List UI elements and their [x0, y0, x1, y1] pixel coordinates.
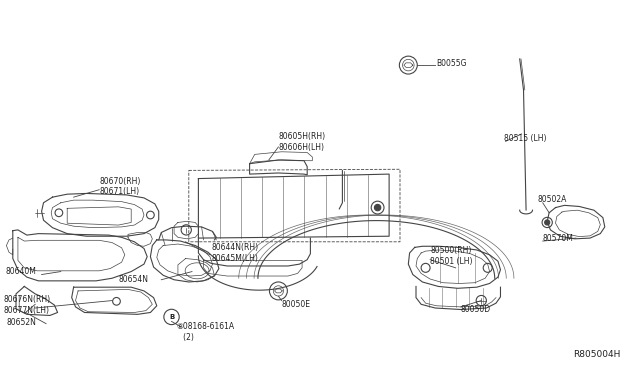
Text: 80670(RH)
80671(LH): 80670(RH) 80671(LH) [99, 177, 141, 196]
Text: 80515 (LH): 80515 (LH) [504, 134, 547, 143]
Text: 80676N(RH)
80677N(LH): 80676N(RH) 80677N(LH) [3, 295, 51, 315]
Text: 80050E: 80050E [282, 300, 310, 309]
Circle shape [374, 204, 381, 211]
Text: 80570M: 80570M [543, 234, 573, 243]
Text: B: B [169, 314, 174, 320]
Text: 80652N: 80652N [6, 318, 36, 327]
Circle shape [545, 220, 550, 225]
Text: 80654N: 80654N [118, 275, 148, 283]
Text: B0055G: B0055G [436, 60, 467, 68]
Text: 80640M: 80640M [5, 267, 36, 276]
Text: 80644N(RH)
80645M(LH): 80644N(RH) 80645M(LH) [211, 243, 259, 263]
Text: 80605H(RH)
80606H(LH): 80605H(RH) 80606H(LH) [278, 132, 326, 152]
Text: R805004H: R805004H [573, 350, 621, 359]
Text: ⑧08168-6161A
   (2): ⑧08168-6161A (2) [176, 322, 234, 341]
Text: 80500(RH)
80501 (LH): 80500(RH) 80501 (LH) [430, 246, 472, 266]
Text: 80502A: 80502A [538, 195, 567, 203]
Text: 80050D: 80050D [461, 305, 491, 314]
